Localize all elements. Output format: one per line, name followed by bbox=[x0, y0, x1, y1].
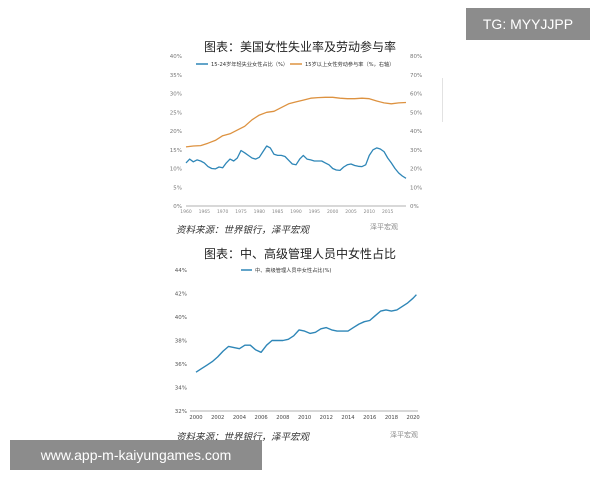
top-right-tick-label: 20% bbox=[410, 167, 422, 173]
bottom-x-tick-label: 2016 bbox=[363, 415, 376, 421]
bottom-chart-title: 图表：中、高级管理人员中女性占比 bbox=[203, 247, 396, 261]
bottom-y-tick-label: 44% bbox=[175, 268, 187, 274]
bottom-x-tick-label: 2014 bbox=[341, 415, 355, 421]
top-left-tick-label: 20% bbox=[170, 129, 182, 135]
top-x-tick-label: 2000 bbox=[327, 209, 339, 215]
top-series-line-1 bbox=[185, 145, 407, 179]
top-left-tick-label: 40% bbox=[170, 54, 182, 60]
top-chart-title: 图表：美国女性失业率及劳动参与率 bbox=[203, 40, 396, 54]
edge-line bbox=[442, 78, 443, 122]
bottom-x-tick-label: 2008 bbox=[276, 415, 289, 421]
bottom-legend-label: 中、高级管理人员中女性占比(%) bbox=[255, 266, 331, 274]
bottom-y-tick-label: 38% bbox=[175, 339, 187, 345]
top-right-tick-label: 50% bbox=[410, 110, 422, 116]
bottom-x-tick-label: 2006 bbox=[255, 415, 268, 421]
top-left-tick-label: 10% bbox=[170, 167, 182, 173]
top-legend-label-1: 15-24岁年轻失业女性占比（%） bbox=[211, 60, 288, 68]
top-right-tick-label: 0% bbox=[410, 204, 419, 210]
bottom-series-line bbox=[195, 294, 417, 373]
top-x-tick-label: 1985 bbox=[272, 209, 284, 215]
top-left-tick-label: 30% bbox=[170, 92, 182, 98]
top-left-tick-label: 5% bbox=[173, 185, 182, 191]
top-x-tick-label: 1975 bbox=[235, 209, 247, 215]
top-x-tick-label: 1980 bbox=[254, 209, 266, 215]
top-series-line-2 bbox=[185, 96, 407, 148]
bottom-y-tick-label: 40% bbox=[175, 315, 187, 321]
top-right-tick-label: 80% bbox=[410, 54, 422, 60]
top-right-tick-label: 10% bbox=[410, 185, 422, 191]
bottom-logo: 泽平宏观 bbox=[390, 431, 418, 439]
bottom-y-tick-label: 34% bbox=[175, 386, 187, 392]
bottom-x-tick-label: 2010 bbox=[298, 415, 311, 421]
top-right-tick-label: 30% bbox=[410, 148, 422, 154]
bottom-x-tick-label: 2002 bbox=[211, 415, 224, 421]
bottom-x-tick-label: 2018 bbox=[385, 415, 398, 421]
top-legend-label-2: 15岁以上女性劳动参与率（%，右轴） bbox=[305, 60, 394, 68]
top-x-tick-label: 1995 bbox=[309, 209, 321, 215]
top-x-tick-label: 2005 bbox=[345, 209, 357, 215]
top-x-tick-label: 1960 bbox=[180, 209, 192, 215]
bottom-source: 资料来源：世界银行，泽平宏观 bbox=[176, 432, 310, 443]
bottom-y-tick-label: 36% bbox=[175, 362, 187, 368]
top-x-tick-label: 1970 bbox=[217, 209, 229, 215]
watermark-tg: TG: MYYJJPP bbox=[466, 8, 590, 40]
top-left-tick-label: 0% bbox=[173, 204, 182, 210]
top-left-tick-label: 15% bbox=[170, 148, 182, 154]
top-right-tick-label: 60% bbox=[410, 92, 422, 98]
top-logo: 泽平宏观 bbox=[370, 223, 398, 231]
bottom-x-tick-label: 2000 bbox=[189, 415, 202, 421]
bottom-x-tick-label: 2012 bbox=[320, 415, 333, 421]
bottom-y-tick-label: 32% bbox=[175, 409, 187, 415]
top-right-tick-label: 70% bbox=[410, 73, 422, 79]
bottom-y-tick-label: 42% bbox=[175, 292, 187, 298]
top-left-tick-label: 25% bbox=[170, 110, 182, 116]
top-left-tick-label: 35% bbox=[170, 73, 182, 79]
bottom-x-tick-label: 2020 bbox=[407, 415, 420, 421]
top-source: 资料来源：世界银行，泽平宏观 bbox=[176, 225, 310, 236]
top-x-tick-label: 2010 bbox=[364, 209, 376, 215]
top-x-tick-label: 2015 bbox=[382, 209, 394, 215]
top-x-tick-label: 1965 bbox=[199, 209, 211, 215]
watermark-url: www.app-m-kaiyungames.com bbox=[10, 440, 262, 470]
bottom-x-tick-label: 2004 bbox=[233, 415, 247, 421]
top-right-tick-label: 40% bbox=[410, 129, 422, 135]
top-x-tick-label: 1990 bbox=[290, 209, 302, 215]
